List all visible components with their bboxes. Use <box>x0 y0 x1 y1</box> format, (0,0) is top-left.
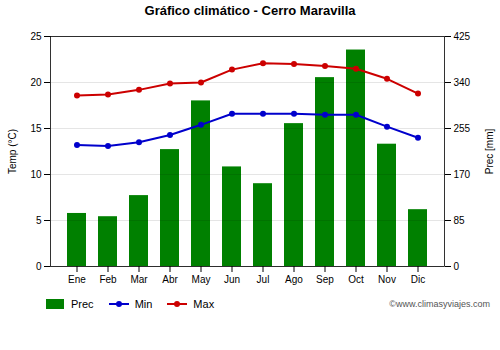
svg-text:85: 85 <box>454 215 466 226</box>
svg-text:Mar: Mar <box>130 274 148 285</box>
svg-text:May: May <box>192 274 211 285</box>
svg-text:20: 20 <box>30 77 42 88</box>
svg-text:Jul: Jul <box>257 274 270 285</box>
svg-text:Ago: Ago <box>285 274 303 285</box>
svg-text:Jun: Jun <box>224 274 240 285</box>
svg-text:Feb: Feb <box>99 274 117 285</box>
svg-text:Oct: Oct <box>348 274 364 285</box>
svg-text:5: 5 <box>36 215 42 226</box>
html-text:©www.climasyviajes.com: ©www.climasyviajes.com <box>389 299 490 309</box>
svg-text:Prec [mm]: Prec [mm] <box>484 129 495 175</box>
svg-text:255: 255 <box>454 123 471 134</box>
html-text:Gráfico climático - Cerro Mara: Gráfico climático - Cerro Maravilla <box>144 3 356 18</box>
svg-text:Ene: Ene <box>68 274 86 285</box>
svg-text:Abr: Abr <box>162 274 178 285</box>
html-text:Min: Min <box>134 298 153 310</box>
html-text:Prec: Prec <box>71 298 94 310</box>
svg-text:Sep: Sep <box>316 274 334 285</box>
svg-text:25: 25 <box>30 31 42 42</box>
html-text:Max: Max <box>193 298 215 310</box>
svg-text:Temp (°C): Temp (°C) <box>7 129 18 174</box>
svg-text:0: 0 <box>36 261 42 272</box>
svg-text:0: 0 <box>454 261 460 272</box>
svg-text:170: 170 <box>454 169 471 180</box>
svg-text:Dic: Dic <box>411 274 425 285</box>
svg-text:425: 425 <box>454 31 471 42</box>
svg-text:340: 340 <box>454 77 471 88</box>
svg-text:10: 10 <box>30 169 42 180</box>
svg-text:15: 15 <box>30 123 42 134</box>
svg-text:Nov: Nov <box>378 274 396 285</box>
